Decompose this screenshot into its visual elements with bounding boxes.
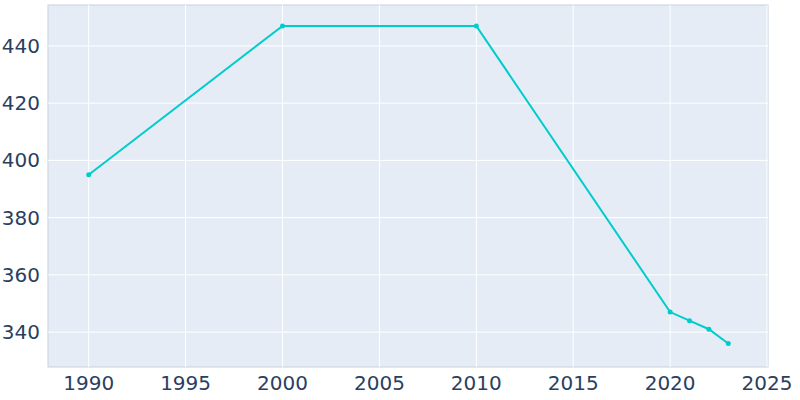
y-tick-label: 380: [2, 206, 40, 230]
y-grid-line: [48, 274, 768, 275]
x-tick-label: 2005: [354, 371, 405, 395]
x-grid-line: [185, 5, 186, 367]
y-tick-label: 440: [2, 34, 40, 58]
y-tick-label: 340: [2, 320, 40, 344]
data-group: [86, 23, 731, 346]
y-tick-label: 360: [2, 263, 40, 287]
x-grid-line: [88, 5, 89, 367]
x-grid-line: [573, 5, 574, 367]
y-grid-line: [48, 217, 768, 218]
y-grid-line: [48, 103, 768, 104]
line: [89, 26, 729, 344]
chart: 1990 1995 2000 2005 2010 2015 2020 2025 340 360 38…: [0, 0, 800, 400]
x-grid-line: [767, 5, 768, 367]
plot-frame: [48, 5, 768, 367]
x-tick-label: 2000: [257, 371, 308, 395]
x-tick-label: 2025: [742, 371, 793, 395]
x-tick-label: 1990: [63, 371, 114, 395]
y-tick-label: 400: [2, 148, 40, 172]
x-grid-line: [476, 5, 477, 367]
x-tick-label: 2020: [645, 371, 696, 395]
y-grid-line: [48, 45, 768, 46]
point: [86, 172, 91, 177]
point: [706, 327, 711, 332]
point: [726, 341, 731, 346]
x-tick-label: 2015: [548, 371, 599, 395]
point: [687, 318, 692, 323]
x-grid-line: [379, 5, 380, 367]
y-grid-line: [48, 160, 768, 161]
point: [474, 23, 479, 28]
y-grid-line: [48, 332, 768, 333]
point: [280, 23, 285, 28]
x-tick-label: 1995: [160, 371, 211, 395]
x-tick-label: 2010: [451, 371, 502, 395]
y-tick-label: 420: [2, 91, 40, 115]
point: [668, 310, 673, 315]
x-grid-line: [282, 5, 283, 367]
